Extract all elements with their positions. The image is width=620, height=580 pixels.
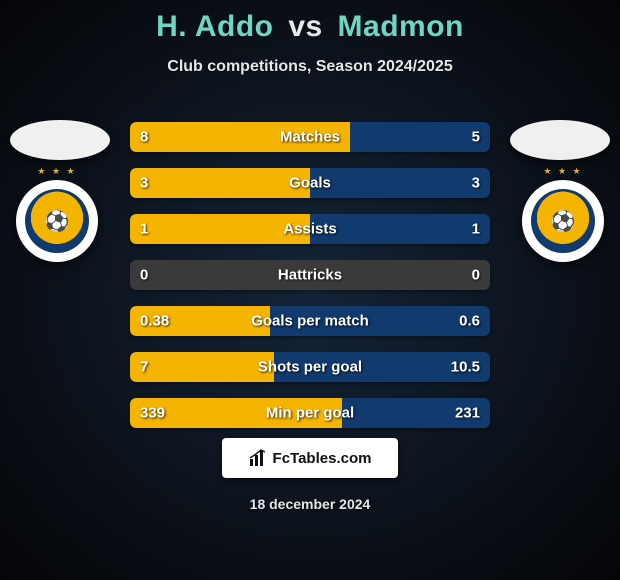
stat-row: 33Goals <box>130 168 490 198</box>
player1-avatar <box>10 120 110 160</box>
player2-name: Madmon <box>338 10 464 43</box>
stat-row: 339231Min per goal <box>130 398 490 428</box>
player2-club-logo: ★ ★ ★ ⚽ <box>522 180 604 262</box>
stat-row: 85Matches <box>130 122 490 152</box>
stat-label: Min per goal <box>130 405 490 422</box>
stat-row: 0.380.6Goals per match <box>130 306 490 336</box>
stat-label: Goals per match <box>130 313 490 330</box>
fctables-text: FcTables.com <box>273 450 372 467</box>
vs-label: vs <box>288 10 322 43</box>
stat-row: 11Assists <box>130 214 490 244</box>
fctables-watermark: FcTables.com <box>222 438 398 478</box>
stat-label: Hattricks <box>130 267 490 284</box>
date-stamp: 18 december 2024 <box>0 496 620 512</box>
stat-label: Goals <box>130 175 490 192</box>
fctables-icon <box>249 449 267 467</box>
stat-label: Matches <box>130 129 490 146</box>
player1-club-logo: ★ ★ ★ ⚽ <box>16 180 98 262</box>
player1-name: H. Addo <box>156 10 273 43</box>
club-badge-icon: ⚽ <box>25 189 89 253</box>
stat-label: Shots per goal <box>130 359 490 376</box>
stat-row: 00Hattricks <box>130 260 490 290</box>
club-badge-icon: ⚽ <box>531 189 595 253</box>
stat-label: Assists <box>130 221 490 238</box>
stat-row: 710.5Shots per goal <box>130 352 490 382</box>
stats-container: 85Matches 33Goals 11Assists 00Hattricks 0.38… <box>130 122 490 444</box>
club-stars-icon: ★ ★ ★ <box>522 166 604 177</box>
comparison-title: H. Addo vs Madmon <box>0 0 620 44</box>
club-stars-icon: ★ ★ ★ <box>16 166 98 177</box>
subtitle: Club competitions, Season 2024/2025 <box>0 58 620 76</box>
player2-avatar <box>510 120 610 160</box>
